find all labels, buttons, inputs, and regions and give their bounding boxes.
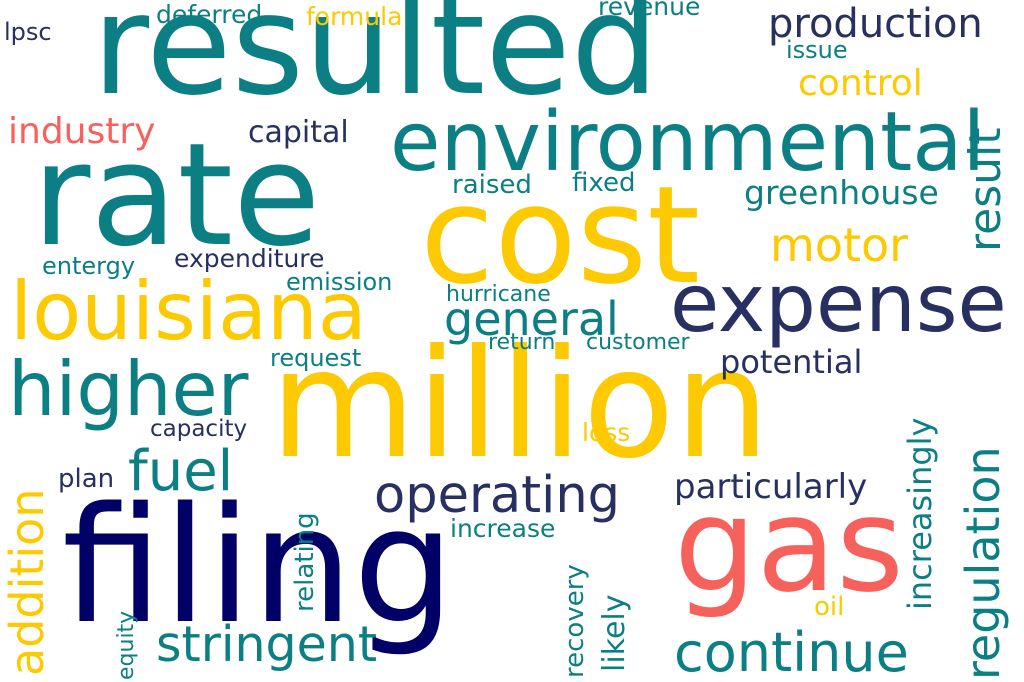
word-greenhouse: greenhouse <box>744 173 939 212</box>
word-capital: capital <box>248 115 349 150</box>
word-likely: likely <box>597 594 632 672</box>
word-operating: operating <box>374 466 621 525</box>
word-stringent: stringent <box>156 616 378 673</box>
word-resulted: resulted <box>92 0 659 126</box>
word-expenditure: expenditure <box>174 244 325 273</box>
word-expense: expense <box>670 257 1007 350</box>
word-oil: oil <box>814 592 845 622</box>
word-continue: continue <box>674 621 909 682</box>
word-fuel: fuel <box>128 439 234 504</box>
word-return: return <box>488 330 556 355</box>
word-particularly: particularly <box>674 467 868 507</box>
word-increasingly: increasingly <box>901 417 939 611</box>
word-higher: higher <box>8 345 249 433</box>
word-gas: gas <box>674 469 904 621</box>
word-entergy: entergy <box>42 252 136 280</box>
word-rate: rate <box>32 113 321 278</box>
word-equity: equity <box>114 610 139 680</box>
word-fixed: fixed <box>572 168 636 198</box>
word-production: production <box>768 1 983 47</box>
word-cost: cost <box>420 157 701 314</box>
word-potential: potential <box>720 343 863 381</box>
word-raised: raised <box>452 170 532 200</box>
word-loss: loss <box>582 418 631 447</box>
word-environmental: environmental <box>390 95 986 190</box>
word-general: general <box>444 292 619 346</box>
word-plan: plan <box>58 464 115 494</box>
word-request: request <box>270 344 362 372</box>
word-deferred: deferred <box>156 0 263 29</box>
word-filing: filing <box>62 472 455 659</box>
word-industry: industry <box>8 111 156 152</box>
word-customer: customer <box>586 330 690 355</box>
word-regulation: regulation <box>956 446 1010 680</box>
word-relating: relating <box>290 512 320 612</box>
word-control: control <box>798 63 923 104</box>
word-result: result <box>960 127 1011 252</box>
word-formula: formula <box>306 2 403 31</box>
word-louisiana: louisiana <box>10 265 367 358</box>
word-recovery: recovery <box>560 564 590 678</box>
word-issue: issue <box>786 36 848 64</box>
word-addition: addition <box>0 488 54 676</box>
word-hurricane: hurricane <box>446 282 551 307</box>
word-lpsc: lpsc <box>4 18 52 46</box>
word-revenue: revenue <box>598 0 701 21</box>
word-motor: motor <box>770 218 909 272</box>
word-million: million <box>270 318 770 492</box>
word-emission: emission <box>286 268 393 296</box>
word-increase: increase <box>450 514 556 543</box>
word-capacity: capacity <box>150 416 248 442</box>
